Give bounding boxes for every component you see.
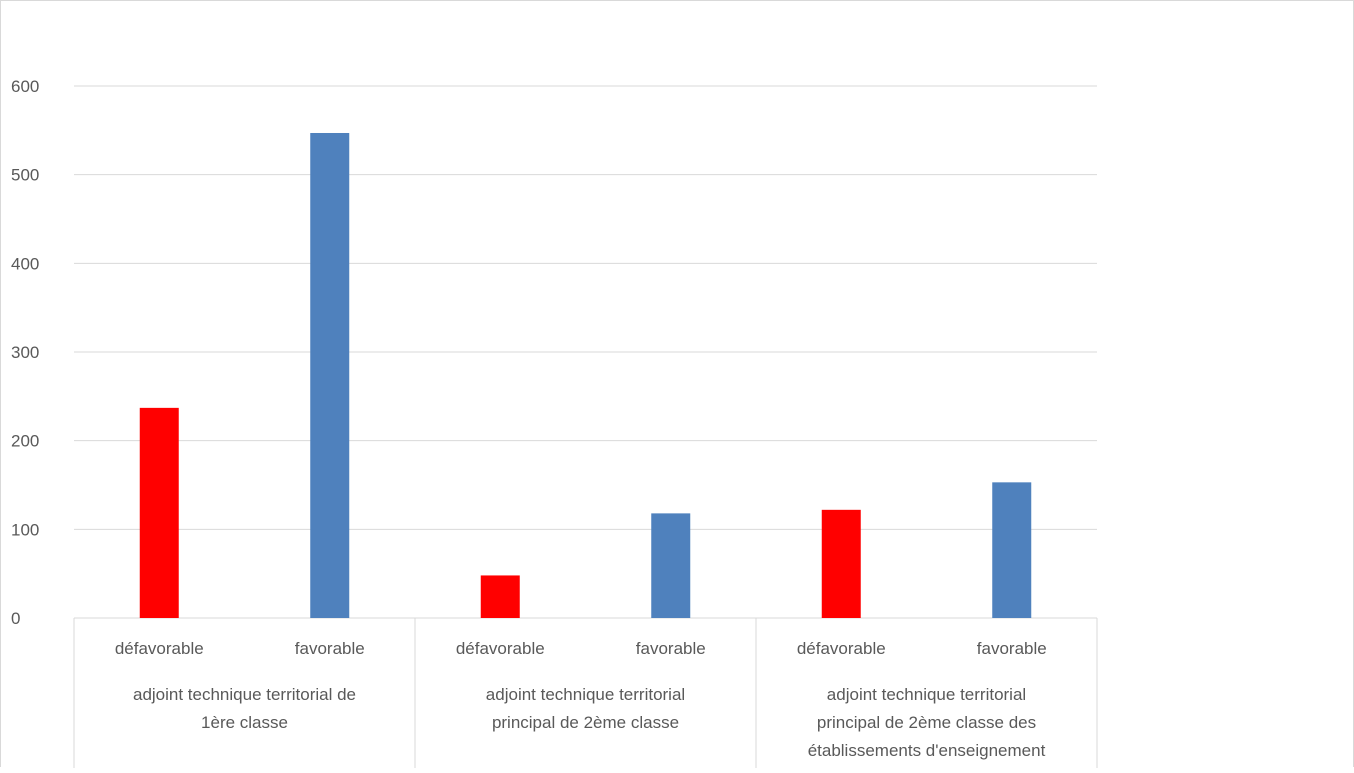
x-group-label: 1ère classe bbox=[201, 713, 288, 732]
y-tick-label: 500 bbox=[11, 166, 39, 185]
bar-favorable bbox=[992, 482, 1032, 618]
x-group-label: adjoint technique territorial bbox=[827, 685, 1026, 704]
bar-favorable bbox=[651, 513, 691, 618]
x-category-label: défavorable bbox=[115, 639, 204, 658]
y-tick-label: 300 bbox=[11, 343, 39, 362]
x-group-label: adjoint technique territorial bbox=[486, 685, 685, 704]
y-tick-label: 400 bbox=[11, 254, 39, 273]
y-tick-label: 200 bbox=[11, 432, 39, 451]
y-tick-label: 600 bbox=[11, 77, 39, 96]
x-category-label: favorable bbox=[295, 639, 365, 658]
y-tick-label: 100 bbox=[11, 520, 39, 539]
y-axis-tick-labels: 0 100 200 300 400 500 600 bbox=[11, 77, 39, 628]
x-group-label: adjoint technique territorial de bbox=[133, 685, 356, 704]
y-tick-label: 0 bbox=[11, 609, 20, 628]
x-category-label: défavorable bbox=[456, 639, 545, 658]
x-group-label: principal de 2ème classe des bbox=[817, 713, 1036, 732]
bar-defavorable bbox=[139, 407, 179, 618]
bar-defavorable bbox=[821, 509, 861, 618]
x-category-label: favorable bbox=[977, 639, 1047, 658]
bars bbox=[139, 132, 1032, 618]
gridlines bbox=[74, 85, 1097, 619]
x-group-label: établissements d'enseignement bbox=[808, 741, 1046, 760]
x-category-label: favorable bbox=[636, 639, 706, 658]
x-category-label: défavorable bbox=[797, 639, 886, 658]
bar-favorable bbox=[310, 132, 350, 618]
bar-defavorable bbox=[480, 575, 520, 618]
x-axis: défavorable favorable adjoint technique te… bbox=[73, 618, 1098, 768]
x-group-label: principal de 2ème classe bbox=[492, 713, 679, 732]
